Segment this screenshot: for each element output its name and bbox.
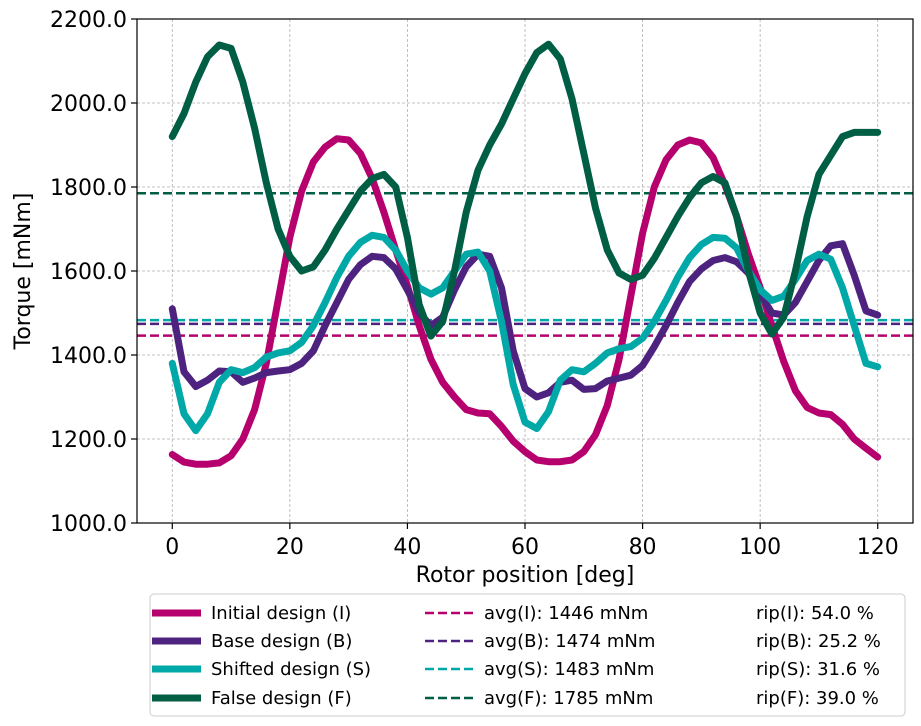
x-tick-label: 80 [629,535,657,560]
y-tick-label: 1800.0 [50,176,127,201]
legend-entry: avg(S): 1483 mNm [484,659,654,680]
legend-entry: rip(S): 31.6 % [756,659,880,680]
legend-entry: rip(I): 54.0 % [756,603,874,624]
legend-entry: avg(F): 1785 mNm [484,688,653,709]
axis-ticks: 0 20 40 60 80 100 120 1000.0 1200.0 1400.0 1600.0 1… [50,8,899,560]
legend-entry: False design (F) [211,688,352,709]
legend-box [149,593,906,717]
legend: Initial design (I) Base design (B) Shifted… [149,593,906,717]
y-axis-title: Torque [mNm] [11,193,36,351]
torque-series [168,40,882,468]
legend-entry: avg(B): 1474 mNm [484,631,655,652]
x-tick-label: 0 [165,535,179,560]
x-axis-title: Rotor position [deg] [416,563,635,588]
legend-entry: Initial design (I) [211,603,351,624]
y-tick-label: 2200.0 [50,8,127,33]
y-tick-label: 1000.0 [50,512,127,537]
legend-entry: avg(I): 1446 mNm [484,603,648,624]
y-tick-label: 2000.0 [50,92,127,117]
x-tick-label: 20 [276,535,304,560]
y-tick-label: 1400.0 [50,344,127,369]
legend-entry: rip(F): 39.0 % [756,688,879,709]
y-tick-label: 1200.0 [50,428,127,453]
series-line [168,40,882,340]
x-tick-label: 60 [511,535,539,560]
x-tick-label: 120 [857,535,899,560]
legend-entry: Shifted design (S) [211,659,371,680]
legend-entry: Base design (B) [211,631,352,652]
x-tick-label: 40 [393,535,421,560]
x-tick-label: 100 [739,535,781,560]
y-tick-label: 1600.0 [50,260,127,285]
series-line [168,231,882,435]
legend-entry: rip(B): 25.2 % [756,631,881,652]
